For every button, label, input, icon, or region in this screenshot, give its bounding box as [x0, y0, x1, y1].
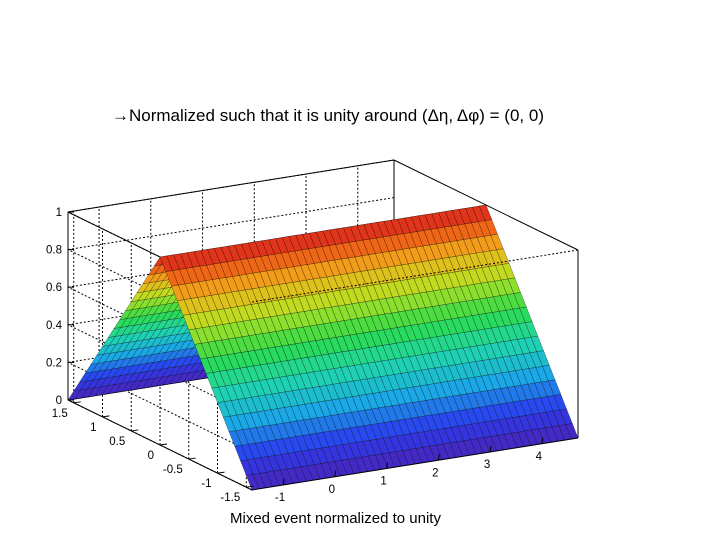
x-tick-label: 4	[536, 451, 543, 463]
surface-mesh	[67, 204, 579, 491]
frame-front	[67, 159, 579, 491]
box-edge	[251, 249, 579, 303]
y-tick-label: 1.5	[52, 408, 68, 420]
z-tick-label: 1	[56, 207, 62, 219]
x-tick	[541, 437, 544, 444]
y-tick-label: -1	[201, 478, 211, 490]
x-tick	[489, 445, 492, 453]
box-edge	[393, 159, 579, 251]
y-tick	[102, 415, 110, 418]
arrow-icon: →	[112, 106, 129, 125]
y-tick-label: -1.5	[220, 492, 240, 504]
z-tick-label: 0.4	[46, 320, 63, 332]
x-tick-label: 0	[329, 484, 335, 496]
z-tick-label: 0.8	[46, 245, 62, 257]
y-tick	[246, 485, 254, 488]
z-tick-label: 0.6	[46, 282, 62, 294]
headline: →Normalized such that it is unity around…	[112, 106, 544, 126]
z-tick-label: 0.2	[46, 357, 62, 369]
headline-text: Normalized such that it is unity around …	[129, 106, 544, 125]
y-tick-label: 0	[148, 450, 154, 462]
axis-ticks: 0 0.2 0.4 0.6 0.8 1 -1 0 1 2 3 4 -1.5 -1 -0.5 0 0.5 1 1.5	[46, 207, 544, 504]
y-tick-label: 0.5	[109, 436, 125, 448]
x-tick-label: 1	[380, 476, 386, 488]
surface-cell	[159, 255, 173, 272]
y-tick	[217, 471, 225, 474]
x-tick-label: 3	[484, 459, 490, 471]
grid-line	[67, 197, 395, 251]
y-tick	[131, 429, 139, 432]
z-tick-label: 0	[56, 395, 62, 407]
x-tick-label: 2	[432, 467, 438, 479]
y-tick-label: -0.5	[163, 464, 183, 476]
x-tick-label: -1	[275, 492, 285, 504]
y-tick-label: 1	[90, 422, 96, 434]
y-tick	[188, 457, 196, 460]
x-tick	[386, 462, 389, 469]
grid-line	[67, 159, 395, 213]
x-tick	[334, 470, 337, 477]
y-tick	[73, 401, 81, 404]
x-tick	[437, 454, 440, 461]
x-tick	[282, 478, 285, 486]
x-axis-line	[251, 437, 579, 491]
y-tick	[159, 443, 168, 446]
caption: Mixed event normalized to unity	[230, 510, 441, 527]
